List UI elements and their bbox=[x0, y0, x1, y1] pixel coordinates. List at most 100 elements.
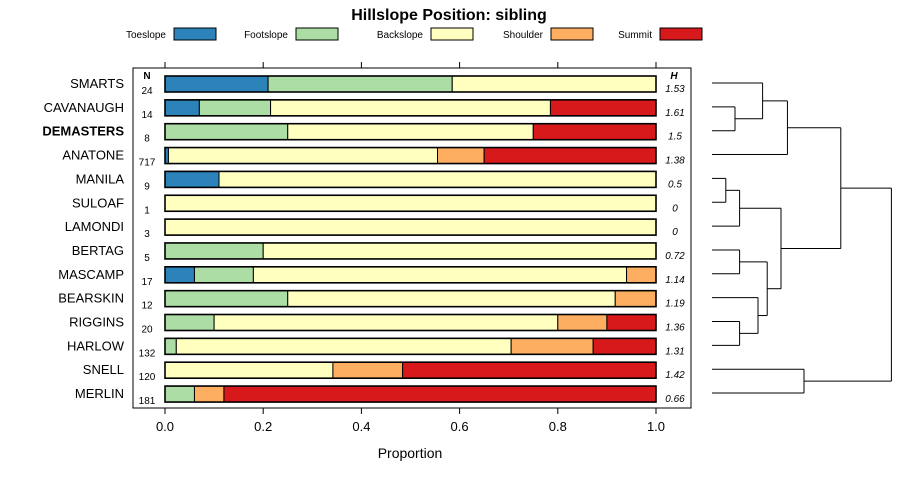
bar-riggins-footslope bbox=[164, 314, 215, 331]
h-value-anatone: 1.38 bbox=[665, 156, 685, 167]
x-tick-label-1: 0.2 bbox=[254, 419, 272, 434]
legend-label-toeslope: Toeslope bbox=[126, 30, 166, 41]
bar-bertag-backslope bbox=[262, 242, 657, 260]
h-value-suloaf: 0 bbox=[672, 203, 678, 214]
row-label-lamondi: LAMONDI bbox=[65, 219, 124, 234]
h-value-demasters: 1.5 bbox=[668, 132, 682, 143]
x-tick-label-4: 0.8 bbox=[549, 419, 567, 434]
n-value-demasters: 8 bbox=[144, 134, 150, 145]
x-axis-label: Proportion bbox=[378, 445, 443, 461]
legend-label-shoulder: Shoulder bbox=[503, 30, 544, 41]
bar-riggins-shoulder bbox=[557, 314, 608, 331]
n-value-mascamp: 17 bbox=[141, 277, 153, 288]
bar-manila-toeslope bbox=[164, 170, 220, 188]
chart-title: Hillslope Position: sibling bbox=[351, 7, 547, 24]
n-value-bearskin: 12 bbox=[141, 301, 153, 312]
bar-merlin-shoulder bbox=[193, 385, 225, 403]
bar-snell-backslope bbox=[164, 361, 334, 379]
bar-mascamp-shoulder bbox=[626, 266, 657, 284]
bar-harlow-backslope bbox=[175, 337, 512, 355]
n-value-anatone: 717 bbox=[139, 158, 156, 169]
x-tick-label-2: 0.4 bbox=[352, 419, 370, 434]
bar-outline-smarts bbox=[164, 75, 657, 93]
legend-swatch-backslope bbox=[430, 27, 474, 41]
bar-outline-lamondi bbox=[164, 218, 657, 236]
n-value-smarts: 24 bbox=[141, 86, 153, 97]
bar-merlin-summit bbox=[223, 385, 657, 403]
n-value-lamondi: 3 bbox=[144, 229, 150, 240]
bar-snell-shoulder bbox=[332, 361, 404, 379]
bar-anatone-shoulder bbox=[437, 147, 485, 165]
bar-suloaf-backslope bbox=[164, 194, 657, 212]
bar-smarts-footslope bbox=[267, 75, 453, 93]
h-value-manila: 0.5 bbox=[668, 179, 682, 190]
n-value-riggins: 20 bbox=[141, 325, 153, 336]
bar-mascamp-backslope bbox=[252, 266, 628, 284]
bar-outline-riggins bbox=[164, 313, 657, 332]
n-value-cavanaugh: 14 bbox=[141, 110, 153, 121]
row-label-cavanaugh: CAVANAUGH bbox=[44, 100, 124, 115]
n-value-manila: 9 bbox=[144, 181, 150, 192]
n-value-merlin: 181 bbox=[139, 396, 156, 407]
bar-harlow-summit bbox=[592, 337, 657, 355]
h-value-mascamp: 1.14 bbox=[665, 275, 685, 286]
bar-cavanaugh-summit bbox=[549, 99, 657, 117]
bar-riggins-backslope bbox=[213, 314, 559, 331]
bar-mascamp-footslope bbox=[193, 266, 254, 284]
h-value-harlow: 1.31 bbox=[665, 346, 684, 357]
x-tick-label-3: 0.6 bbox=[451, 419, 469, 434]
row-label-demasters: DEMASTERS bbox=[42, 124, 124, 139]
h-value-bertag: 0.72 bbox=[665, 251, 685, 262]
row-label-bertag: BERTAG bbox=[72, 243, 124, 258]
h-header: H bbox=[670, 71, 678, 82]
panel-frame bbox=[132, 67, 692, 409]
h-value-smarts: 1.53 bbox=[665, 84, 685, 95]
legend-label-footslope: Footslope bbox=[244, 30, 288, 41]
bar-manila-backslope bbox=[218, 170, 657, 188]
bar-outline-cavanaugh bbox=[164, 99, 657, 117]
n-header: N bbox=[143, 71, 150, 82]
x-tick-label-5: 1.0 bbox=[647, 419, 665, 434]
bar-outline-merlin bbox=[164, 385, 657, 403]
bar-outline-mascamp bbox=[164, 265, 657, 284]
bar-harlow-footslope bbox=[164, 337, 177, 355]
bar-bertag-footslope bbox=[164, 242, 264, 260]
column-headers: N H bbox=[143, 71, 678, 82]
bar-riggins-summit bbox=[606, 314, 657, 331]
legend-swatch-shoulder bbox=[550, 27, 594, 41]
row-label-bearskin: BEARSKIN bbox=[58, 291, 124, 306]
bar-outline-snell bbox=[164, 361, 657, 380]
bar-demasters-backslope bbox=[287, 123, 534, 141]
bar-harlow-shoulder bbox=[510, 337, 594, 355]
bar-anatone-backslope bbox=[167, 147, 439, 165]
bar-bearskin-backslope bbox=[287, 290, 616, 308]
h-value-merlin: 0.66 bbox=[665, 394, 685, 405]
dendrogram bbox=[712, 82, 892, 394]
h-value-riggins: 1.36 bbox=[665, 323, 685, 334]
bar-anatone-summit bbox=[483, 147, 657, 165]
bar-cavanaugh-toeslope bbox=[164, 99, 200, 117]
row-label-anatone: ANATONE bbox=[62, 148, 124, 163]
bar-outline-manila bbox=[164, 170, 657, 189]
row-label-suloaf: SULOAF bbox=[72, 195, 124, 210]
bar-smarts-backslope bbox=[451, 75, 657, 93]
row-label-mascamp: MASCAMP bbox=[58, 267, 124, 282]
n-value-bertag: 5 bbox=[144, 253, 150, 264]
bar-merlin-footslope bbox=[164, 385, 195, 403]
bar-lamondi-backslope bbox=[164, 218, 657, 236]
bar-snell-summit bbox=[402, 361, 657, 379]
bar-outline-harlow bbox=[164, 337, 657, 356]
row-label-harlow: HARLOW bbox=[67, 338, 125, 353]
h-value-bearskin: 1.19 bbox=[665, 299, 685, 310]
row-label-smarts: SMARTS bbox=[70, 76, 124, 91]
bar-outline-suloaf bbox=[164, 194, 657, 213]
bar-cavanaugh-backslope bbox=[270, 99, 551, 117]
bar-demasters-summit bbox=[532, 123, 657, 141]
row-label-riggins: RIGGINS bbox=[69, 315, 124, 330]
bar-demasters-footslope bbox=[164, 123, 289, 141]
h-value-lamondi: 0 bbox=[672, 227, 678, 238]
legend-label-backslope: Backslope bbox=[377, 30, 424, 41]
legend: Toeslope Footslope Backslope Shoulder Summit bbox=[126, 27, 703, 41]
